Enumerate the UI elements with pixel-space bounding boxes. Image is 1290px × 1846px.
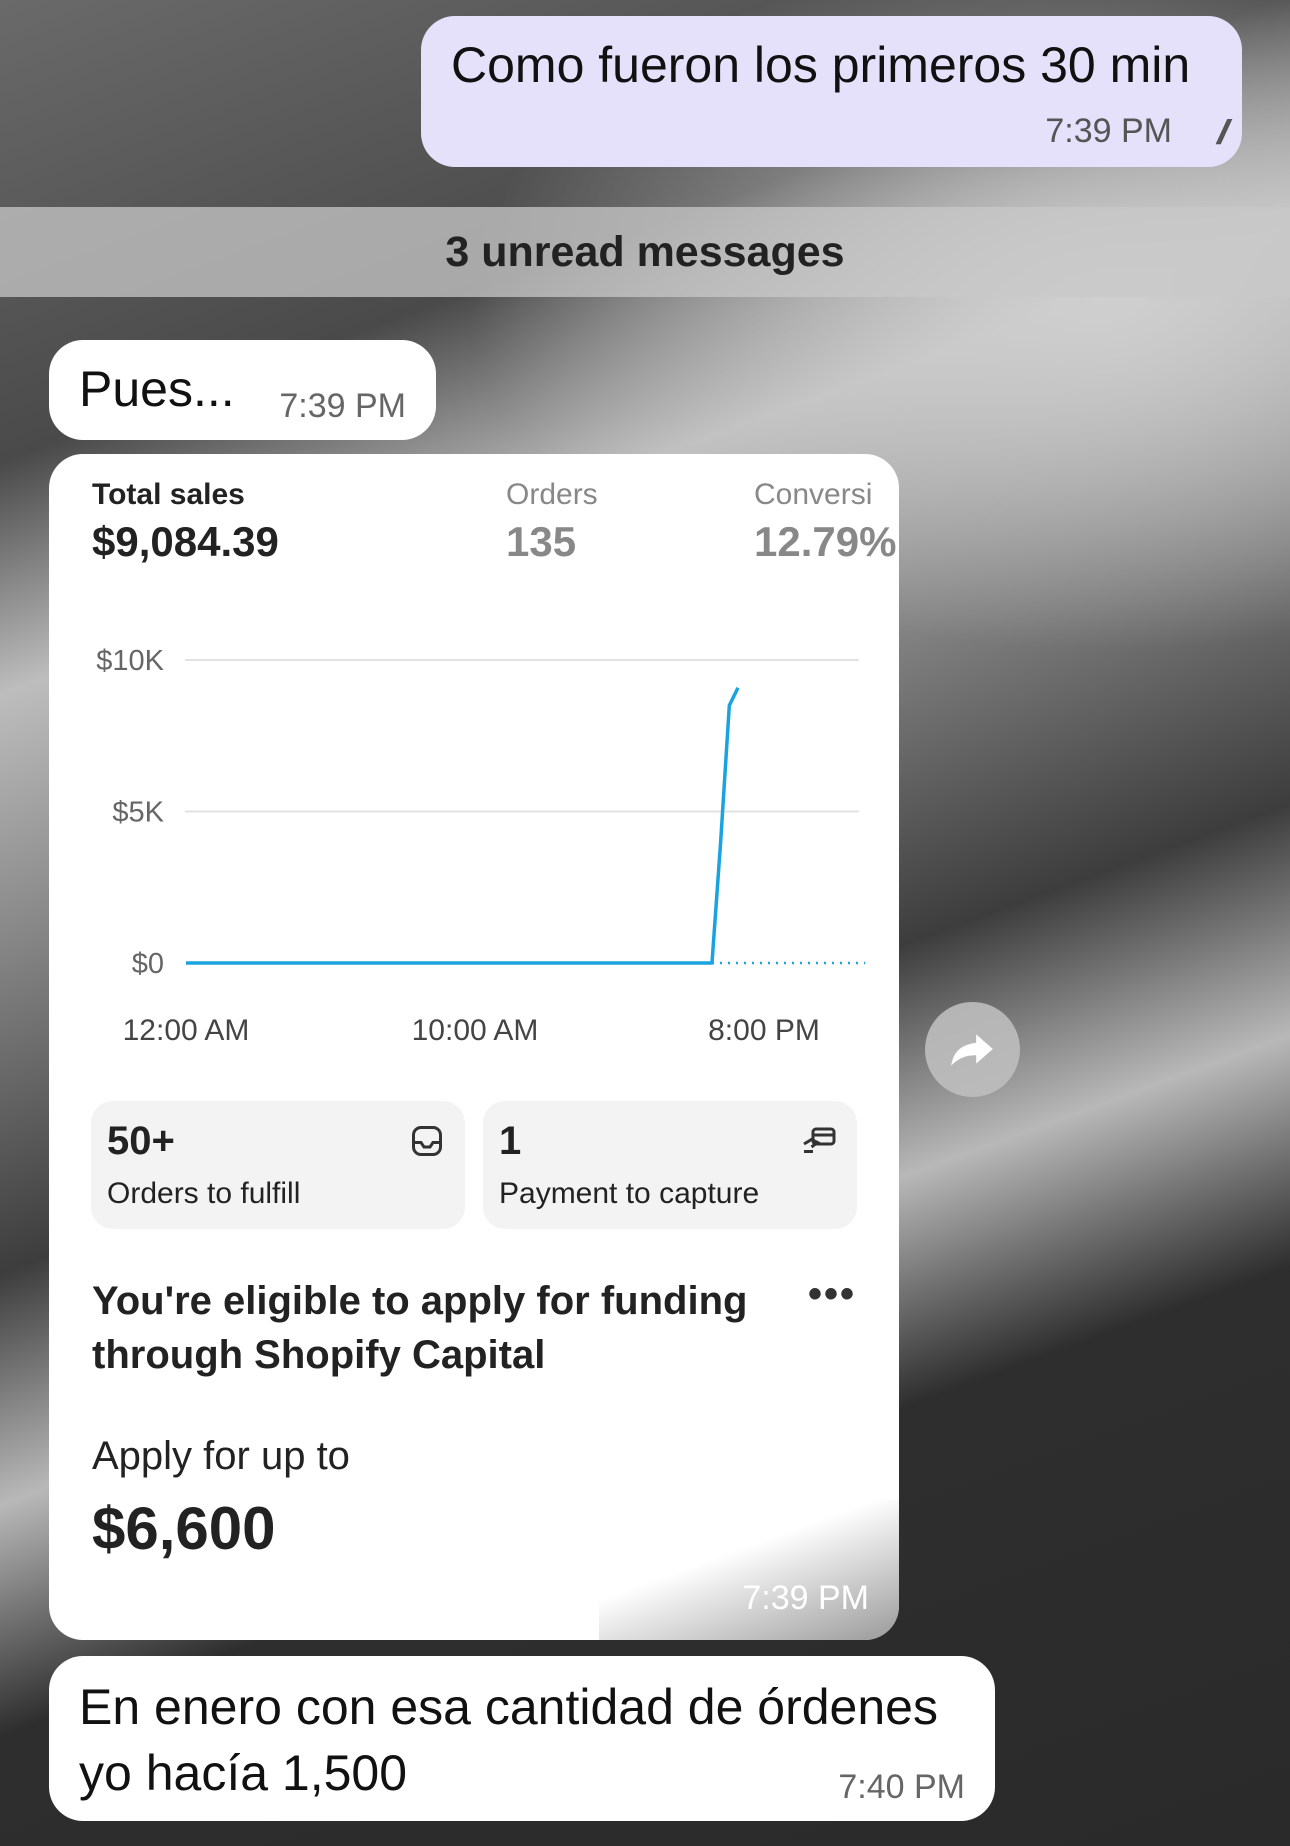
metric-value: 12.79% [754,518,897,565]
x-tick-label: 12:00 AM [123,1014,250,1047]
apply-label: Apply for up to [92,1434,350,1478]
metric-value: 135 [506,518,577,565]
message-line: yo hacía 1,500 [79,1745,408,1801]
y-tick-label: $0 [132,948,164,980]
message-time: 7:40 PM [838,1768,965,1806]
capital-title: You're eligible to apply for funding thr… [92,1274,747,1382]
message-text: Como fueron los primeros 30 min [451,37,1191,93]
x-tick-label: 8:00 PM [708,1014,820,1047]
metric-value: $9,084.39 [92,518,279,565]
incoming-message[interactable]: En enero con esa cantidad de órdenes yo … [49,1656,995,1821]
message-time: 7:39 PM [742,1579,869,1617]
capital-title-line: through Shopify Capital [92,1333,546,1377]
sales-chart: $10K $5K $0 12:00 AM 10:00 AM 8:00 PM [96,645,866,1047]
card-hand-icon [803,1127,836,1153]
capital-title-line: You're eligible to apply for funding [92,1279,748,1323]
capital-amount: $6,600 [92,1495,276,1562]
tile-value: 1 [499,1119,522,1163]
tile-label: Orders to fulfill [107,1177,301,1210]
inbox-icon [412,1126,442,1156]
metric-label: Conversi [754,478,873,511]
x-tick-label: 10:00 AM [412,1014,539,1047]
metric-label: Total sales [92,478,245,511]
time-shade [599,1500,899,1640]
shopify-screenshot-message[interactable]: Total sales $9,084.39 Orders 135 Convers… [49,454,899,1640]
more-options-icon[interactable]: ••• [808,1272,857,1316]
tile-value: 50+ [107,1119,175,1163]
message-line: En enero con esa cantidad de órdenes [79,1679,938,1735]
y-tick-label: $5K [112,797,164,829]
payment-to-capture-tile[interactable]: 1 Payment to capture [483,1101,857,1229]
tile-label: Payment to capture [499,1177,760,1210]
message-text: Pues... [79,361,235,417]
message-text: En enero con esa cantidad de órdenes yo … [79,1674,938,1806]
metric-label: Orders [506,478,598,511]
unread-divider: 3 unread messages [0,207,1290,297]
forward-button[interactable] [925,1002,1020,1097]
forward-icon [951,1034,993,1066]
message-time: 7:39 PM [1045,112,1172,150]
message-time: 7:39 PM [279,387,406,425]
incoming-message[interactable]: Pues... 7:39 PM [49,340,436,440]
y-tick-label: $10K [96,645,164,677]
outgoing-message[interactable]: Como fueron los primeros 30 min 7:39 PM … [421,16,1242,167]
orders-to-fulfill-tile[interactable]: 50+ Orders to fulfill [91,1101,465,1229]
sales-line [186,686,740,965]
